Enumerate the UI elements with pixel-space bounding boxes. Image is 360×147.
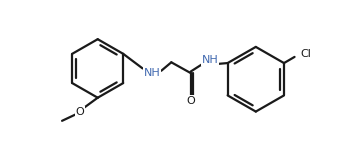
Text: O: O xyxy=(76,107,84,117)
Text: NH: NH xyxy=(202,55,219,65)
Text: Cl: Cl xyxy=(301,49,312,59)
Text: NH: NH xyxy=(144,68,160,78)
Text: O: O xyxy=(186,96,195,106)
